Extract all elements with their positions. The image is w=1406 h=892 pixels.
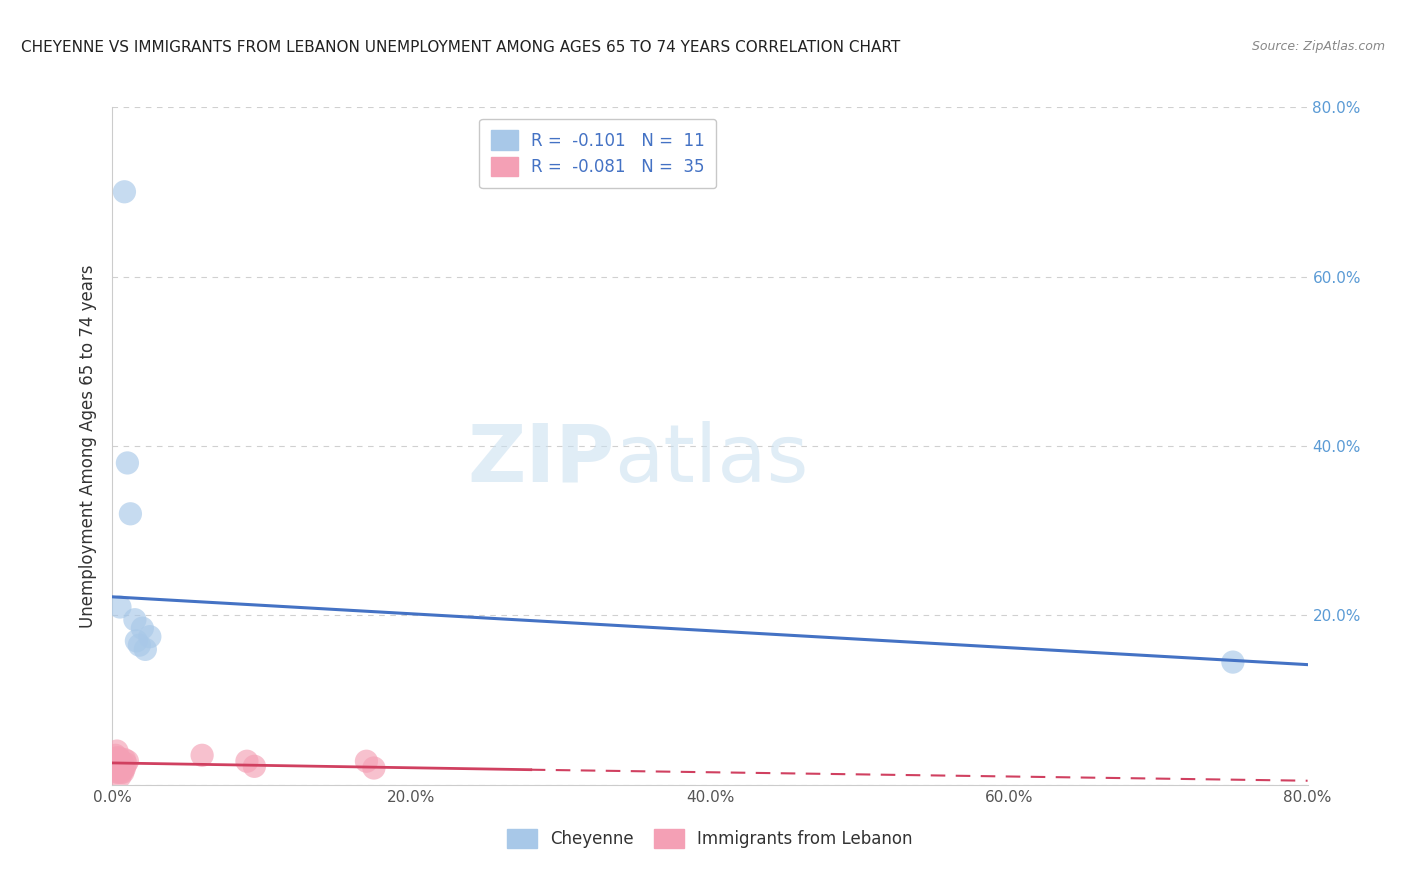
Point [111,765,134,780]
Point [117,754,139,768]
Point [108,763,131,777]
Point [125,633,148,648]
Legend: Cheyenne, Immigrants from Lebanon: Cheyenne, Immigrants from Lebanon [501,822,920,855]
Point [363,761,385,775]
Point [134,642,156,657]
Point [107,753,129,767]
Point [108,769,131,784]
Point [114,753,135,767]
Point [1222,655,1244,669]
Text: atlas: atlas [614,420,808,499]
Point [120,507,142,521]
Point [108,599,131,614]
Point [110,761,132,775]
Point [110,765,132,780]
Point [104,748,127,763]
Point [110,759,132,773]
Point [108,759,131,773]
Point [110,754,132,768]
Point [115,756,138,771]
Point [139,630,162,644]
Point [191,748,214,763]
Point [108,754,131,768]
Point [114,761,135,775]
Point [104,756,127,771]
Point [356,754,378,768]
Point [124,613,146,627]
Point [128,638,150,652]
Point [104,763,127,777]
Point [105,744,128,758]
Point [117,456,139,470]
Point [108,756,131,771]
Point [105,754,128,768]
Point [114,185,135,199]
Point [107,765,129,780]
Text: ZIP: ZIP [467,420,614,499]
Point [107,751,129,765]
Point [111,763,134,777]
Point [111,756,134,771]
Point [108,756,131,771]
Point [105,751,128,765]
Y-axis label: Unemployment Among Ages 65 to 74 years: Unemployment Among Ages 65 to 74 years [79,264,97,628]
Point [131,621,153,635]
Text: CHEYENNE VS IMMIGRANTS FROM LEBANON UNEMPLOYMENT AMONG AGES 65 TO 74 YEARS CORRE: CHEYENNE VS IMMIGRANTS FROM LEBANON UNEM… [21,40,900,55]
Point [105,759,128,773]
Point [107,759,129,773]
Point [236,754,259,768]
Point [243,759,266,773]
Point [107,754,129,768]
Text: Source: ZipAtlas.com: Source: ZipAtlas.com [1251,40,1385,54]
Point [105,765,128,780]
